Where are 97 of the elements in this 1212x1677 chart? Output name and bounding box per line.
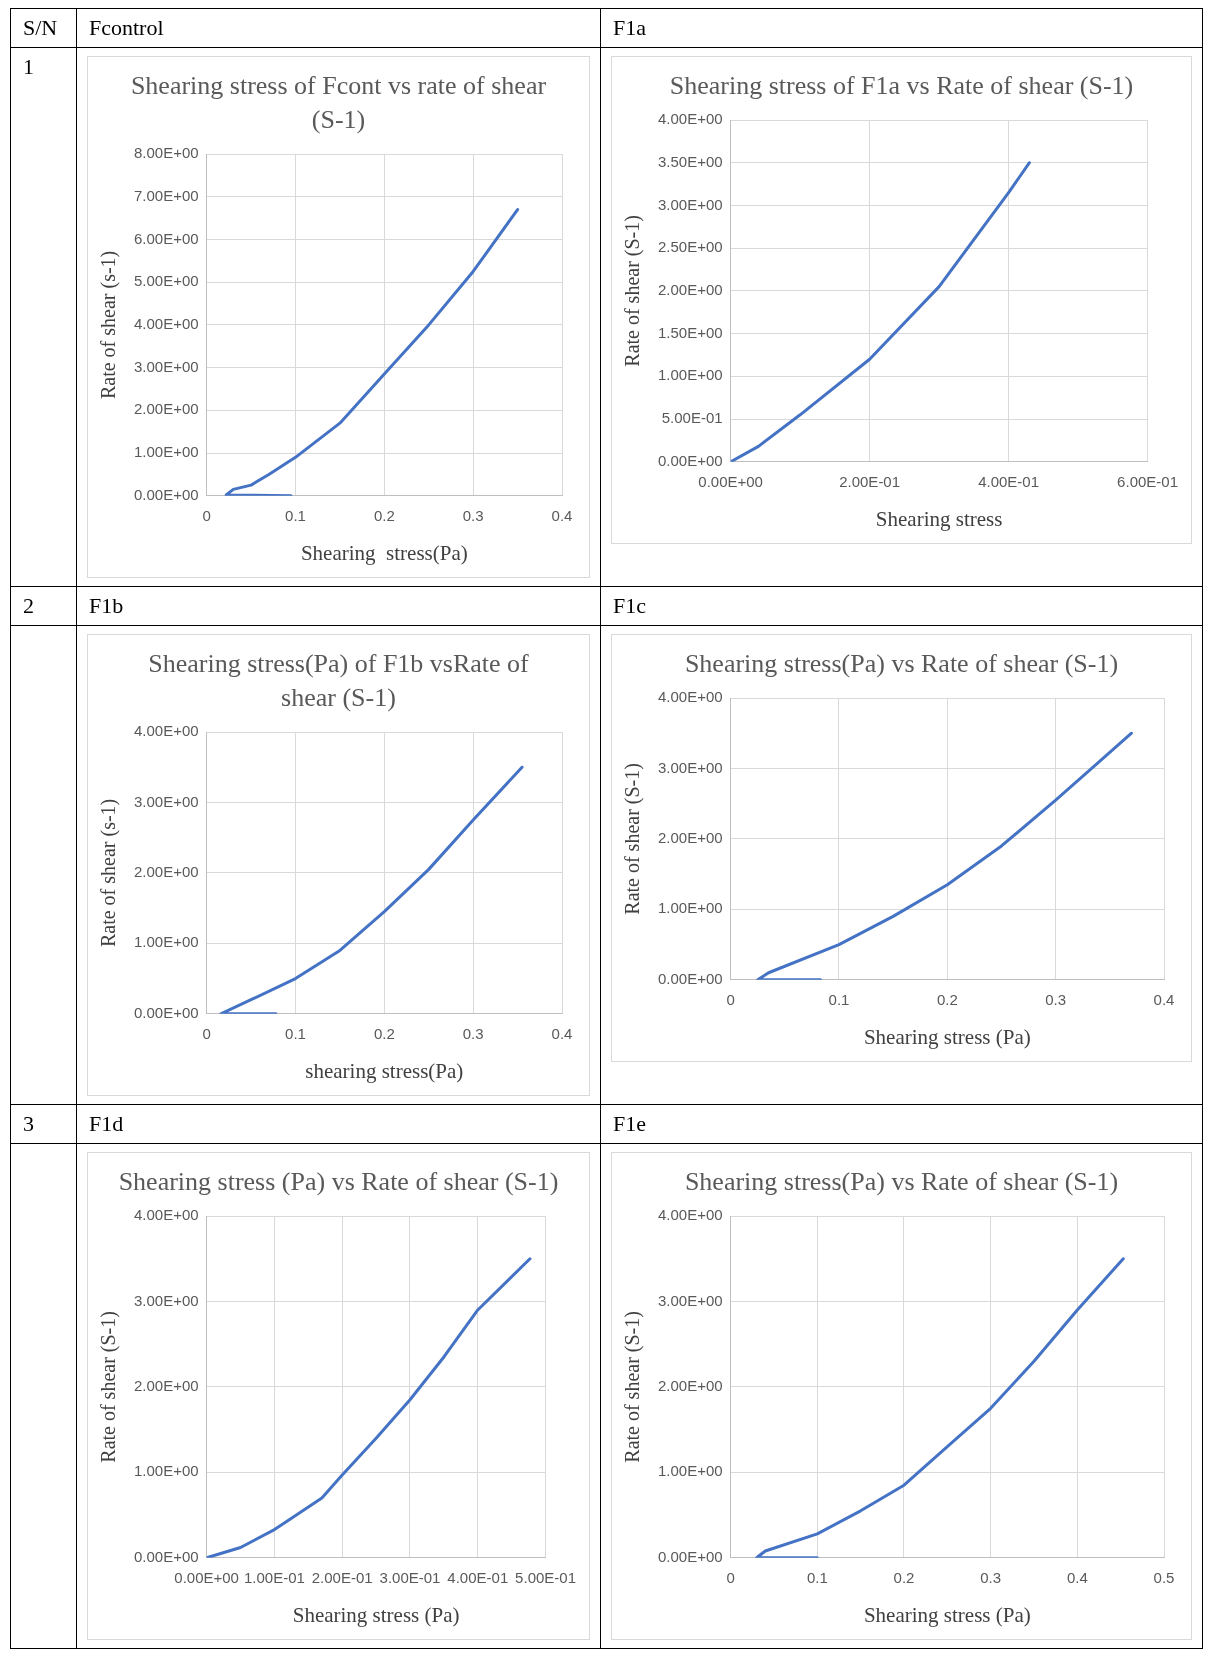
text: F1c <box>600 586 1203 626</box>
x-tick-label: 4.00E-01 <box>447 1568 509 1586</box>
y-tick-label: 2.50E+00 <box>657 238 723 256</box>
y-tick-label: 3.50E+00 <box>657 152 723 170</box>
y-tick-label: 3.00E+00 <box>133 1291 199 1309</box>
y-tick-label: 2.00E+00 <box>133 863 199 881</box>
y-axis-title: Rate of shear (S-1) <box>621 215 645 367</box>
y-tick-label: 3.00E+00 <box>657 1291 723 1309</box>
y-tick-label: 5.00E-01 <box>661 409 723 427</box>
x-tick-label: 0.5 <box>1153 1568 1175 1586</box>
x-tick-label: 0.4 <box>551 506 573 524</box>
y-tick-label: 0.00E+00 <box>133 485 199 503</box>
y-tick-label: 0.00E+00 <box>657 1547 723 1565</box>
text: S/N <box>10 8 77 48</box>
y-tick-label: 4.00E+00 <box>133 722 199 740</box>
y-axis-title: Rate of shear (S-1) <box>621 1311 645 1463</box>
y-tick-label: 1.00E+00 <box>657 366 723 384</box>
x-tick-label: 0.3 <box>980 1568 1002 1586</box>
x-axis-title: Shearing stress (Pa) <box>863 1024 1031 1049</box>
x-tick-label: 0.1 <box>828 990 850 1008</box>
y-axis-title: Rate of shear (S-1) <box>621 763 645 915</box>
x-tick-label: 0.1 <box>285 506 306 524</box>
y-tick-label: 4.00E+00 <box>657 688 723 706</box>
chart-title: Shearing stress (Pa) vs Rate of shear (S-1) <box>118 1166 559 1198</box>
x-tick-label: 0.4 <box>551 1024 573 1042</box>
text: Fcontrol <box>76 8 601 48</box>
y-tick-label: 2.00E+00 <box>133 1377 199 1395</box>
x-tick-label: 0 <box>202 1024 211 1042</box>
y-tick-label: 4.00E+00 <box>657 1206 723 1224</box>
y-tick-label: 0.00E+00 <box>657 969 723 987</box>
y-tick-label: 5.00E+00 <box>133 272 199 290</box>
y-tick-label: 3.00E+00 <box>133 792 199 810</box>
x-tick-label: 0.4 <box>1066 1568 1088 1586</box>
y-tick-label: 0.00E+00 <box>133 1547 199 1565</box>
chart-title: Shearing stress(Pa) vs Rate of shear (S-1) <box>683 1166 1120 1198</box>
x-axis-title: Shearing stress(Pa) <box>300 540 468 565</box>
y-tick-label: 2.00E+00 <box>657 281 723 299</box>
x-tick-label: 0.2 <box>373 506 395 524</box>
text: F1a <box>600 8 1203 48</box>
text: F1b <box>76 586 601 626</box>
x-tick-label: 0 <box>726 990 735 1008</box>
chart-title: Shearing stress of Fcont vs rate of shear (S-1) <box>129 70 548 136</box>
x-tick-label: 0.2 <box>936 990 958 1008</box>
x-tick-label: 0.00E+00 <box>174 1568 239 1586</box>
x-tick-label: 0.4 <box>1153 990 1175 1008</box>
y-tick-label: 0.00E+00 <box>133 1003 199 1021</box>
x-axis-title: Shearing stress <box>875 506 1003 531</box>
x-tick-label: 5.00E-01 <box>515 1568 577 1586</box>
y-axis-title: Rate of shear (s-1) <box>97 798 121 948</box>
text: F1e <box>600 1104 1203 1144</box>
y-tick-label: 0.00E+00 <box>657 451 723 469</box>
y-tick-label: 3.00E+00 <box>657 195 723 213</box>
x-axis-title: Shearing stress (Pa) <box>863 1602 1031 1627</box>
x-tick-label: 2.00E-01 <box>839 472 901 490</box>
text: F1d <box>76 1104 601 1144</box>
x-tick-label: 0 <box>202 506 211 524</box>
text: 2 <box>10 586 77 626</box>
chart-title: Shearing stress of F1a vs Rate of shear (S-1) <box>668 70 1135 102</box>
y-tick-label: 2.00E+00 <box>657 1377 723 1395</box>
y-tick-label: 7.00E+00 <box>133 186 199 204</box>
text: 1 <box>10 47 77 587</box>
x-axis-title: Shearing stress (Pa) <box>292 1602 460 1627</box>
y-tick-label: 1.00E+00 <box>657 899 723 917</box>
y-tick-label: 1.00E+00 <box>133 933 199 951</box>
x-axis-title: shearing stress(Pa) <box>305 1058 464 1083</box>
x-tick-label: 0.00E+00 <box>698 472 763 490</box>
y-tick-label: 6.00E+00 <box>133 229 199 247</box>
y-tick-label: 4.00E+00 <box>657 110 723 128</box>
y-tick-label: 2.00E+00 <box>133 400 199 418</box>
y-tick-label: 4.00E+00 <box>133 315 199 333</box>
x-tick-label: 0.3 <box>462 1024 484 1042</box>
y-tick-label: 3.00E+00 <box>133 357 199 375</box>
chart-title: Shearing stress(Pa) of F1b vsRate of shear (S-1) <box>147 648 530 714</box>
y-tick-label: 1.00E+00 <box>133 1462 199 1480</box>
y-tick-label: 2.00E+00 <box>657 829 723 847</box>
x-tick-label: 0 <box>726 1568 735 1586</box>
text: 3 <box>10 1104 77 1144</box>
x-tick-label: 1.00E-01 <box>243 1568 305 1586</box>
y-tick-label: 1.00E+00 <box>133 443 199 461</box>
x-tick-label: 0.2 <box>373 1024 395 1042</box>
x-tick-label: 0.1 <box>806 1568 828 1586</box>
x-tick-label: 2.00E-01 <box>311 1568 373 1586</box>
x-tick-label: 3.00E-01 <box>379 1568 441 1586</box>
y-tick-label: 1.50E+00 <box>657 323 723 341</box>
x-tick-label: 0.1 <box>285 1024 306 1042</box>
y-tick-label: 3.00E+00 <box>657 758 723 776</box>
x-tick-label: 6.00E-01 <box>1117 472 1179 490</box>
y-tick-label: 1.00E+00 <box>657 1462 723 1480</box>
x-tick-label: 4.00E-01 <box>978 472 1040 490</box>
y-axis-title: Rate of shear (s-1) <box>97 250 121 400</box>
x-tick-label: 0.3 <box>462 506 484 524</box>
y-axis-title: Rate of shear (S-1) <box>97 1311 121 1463</box>
x-tick-label: 0.2 <box>893 1568 915 1586</box>
y-tick-label: 8.00E+00 <box>133 144 199 162</box>
y-tick-label: 4.00E+00 <box>133 1206 199 1224</box>
chart-title: Shearing stress(Pa) vs Rate of shear (S-1) <box>683 648 1120 680</box>
x-tick-label: 0.3 <box>1045 990 1067 1008</box>
